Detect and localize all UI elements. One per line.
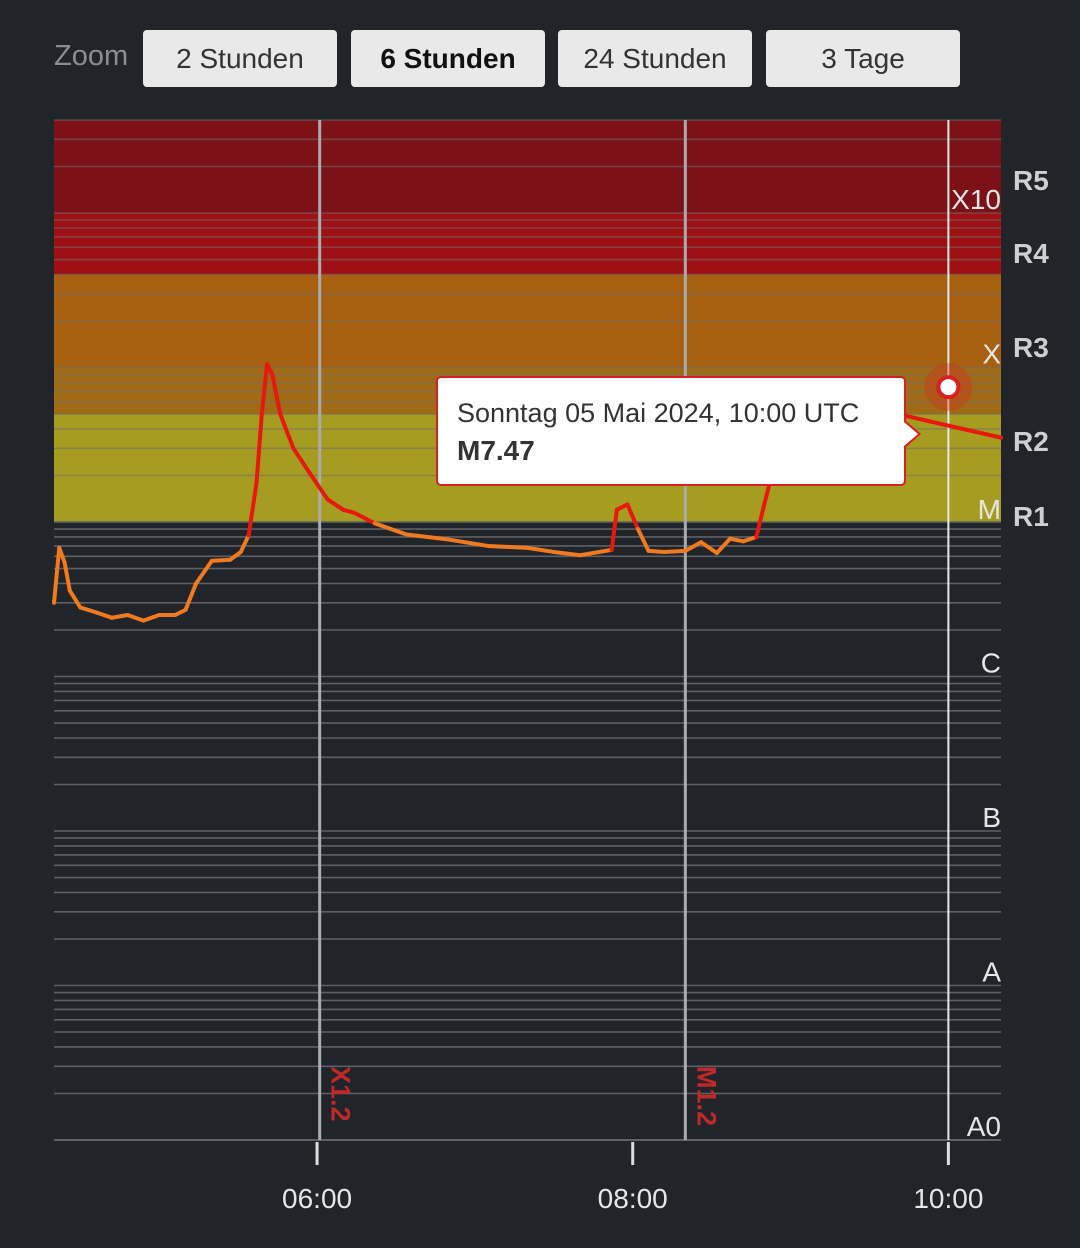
flare-marker-label: X1.2: [326, 1066, 356, 1122]
series-segment: [67, 588, 83, 610]
series-segment: [609, 507, 619, 552]
class-label: A0: [967, 1111, 1001, 1142]
series-segment: [486, 543, 530, 550]
highlight-point: [936, 375, 961, 400]
series-segment: [646, 548, 667, 554]
class-label: X10: [951, 184, 1001, 215]
series-segment: [325, 497, 346, 512]
series-segment: [662, 548, 688, 554]
series-segment: [259, 362, 270, 417]
series-segment: [209, 557, 233, 563]
series-segment: [291, 446, 312, 475]
band-r4: [54, 213, 1001, 275]
zoom-label: Zoom: [54, 40, 129, 72]
x-tick-label: 10:00: [913, 1183, 983, 1214]
zoom-3d-button[interactable]: 3 Tage: [766, 30, 960, 87]
zoom-2h-button[interactable]: 2 Stunden: [143, 30, 337, 87]
series-segment: [683, 540, 704, 553]
class-label: C: [981, 648, 1001, 679]
series-segment: [52, 545, 62, 605]
class-label: X: [982, 339, 1001, 370]
series-segment: [228, 549, 243, 562]
zoom-6h-button[interactable]: 6 Stunden: [351, 30, 545, 87]
radio-blackout-label: R1: [1013, 501, 1049, 532]
class-label: B: [982, 802, 1001, 833]
class-label: A: [982, 957, 1001, 988]
series-segment: [404, 532, 451, 542]
chart-tooltip: Sonntag 05 Mai 2024, 10:00 UTC M7.47: [436, 376, 921, 486]
series-segment: [635, 527, 651, 553]
series-segment: [125, 613, 146, 623]
series-segment: [625, 502, 640, 532]
tooltip-value: M7.47: [457, 435, 535, 466]
series-segment: [183, 581, 199, 612]
series-segment: [246, 480, 259, 538]
series-segment: [270, 372, 283, 417]
radio-blackout-label: R2: [1013, 426, 1049, 457]
radio-blackout-label: R3: [1013, 332, 1049, 363]
series-segment: [699, 540, 719, 556]
series-segment: [446, 537, 491, 548]
series-segment: [78, 605, 99, 615]
class-label: M: [978, 494, 1001, 525]
series-segment: [551, 549, 583, 558]
series-segment: [109, 613, 130, 620]
series-segment: [578, 547, 614, 558]
series-segment: [525, 545, 556, 554]
series-segment: [307, 470, 330, 502]
series-segment: [714, 536, 733, 556]
series-segment: [372, 521, 409, 537]
series-segment: [728, 536, 746, 544]
series-segment: [57, 545, 67, 565]
zoom-24h-button[interactable]: 24 Stunden: [558, 30, 752, 87]
series-segment: [741, 534, 759, 544]
radio-blackout-label: R4: [1013, 238, 1049, 269]
radio-blackout-label: R5: [1013, 165, 1049, 196]
series-segment: [141, 613, 162, 623]
flare-marker-label: M1.2: [691, 1066, 721, 1126]
series-segment: [278, 412, 296, 451]
series-segment: [754, 502, 767, 539]
x-tick-label: 06:00: [282, 1183, 352, 1214]
series-segment: [254, 412, 264, 485]
zoom-bar: Zoom 2 Stunden 6 Stunden 24 Stunden 3 Ta…: [0, 0, 1080, 100]
x-tick-label: 08:00: [598, 1183, 668, 1214]
series-segment: [238, 533, 251, 554]
series-segment: [194, 558, 214, 586]
series-segment: [351, 510, 377, 526]
series-segment: [94, 610, 114, 620]
series-segment: [62, 560, 72, 593]
tooltip-date: Sonntag 05 Mai 2024, 10:00 UTC: [457, 398, 860, 428]
